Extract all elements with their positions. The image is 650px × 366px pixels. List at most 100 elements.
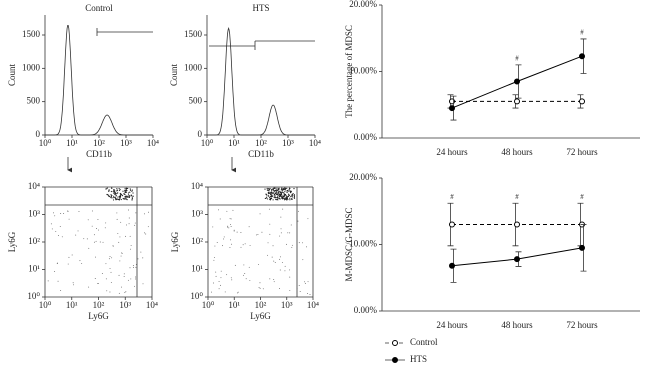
event-dot [278, 187, 280, 189]
event-dot [118, 274, 120, 276]
event-dot [128, 209, 129, 211]
event-dot [119, 194, 122, 196]
event-dot [105, 188, 107, 190]
data-point [514, 98, 520, 105]
event-dot [269, 196, 271, 198]
x-tick-label: 10⁴ [309, 138, 321, 148]
y-tick-label: 10⁴ [28, 181, 40, 191]
event-dot [131, 189, 133, 191]
event-dot [270, 194, 273, 196]
event-dot [108, 194, 110, 196]
event-dot [71, 254, 73, 256]
event-dot [60, 290, 62, 292]
event-dot [50, 223, 52, 225]
event-dot [117, 198, 120, 201]
event-dot [130, 278, 132, 280]
event-dot [132, 192, 134, 194]
y-axis-label: Count [169, 64, 179, 87]
event-dot [269, 198, 271, 200]
event-dot [228, 227, 230, 229]
event-dot [119, 260, 121, 262]
y-tick-label: 1500 [184, 29, 203, 39]
event-dot [271, 188, 273, 190]
x-tick-label: 10⁰ [202, 300, 215, 310]
event-dot [293, 196, 295, 198]
y-tick-label: 20.00% [349, 0, 377, 9]
event-dot [112, 190, 114, 193]
event-dot [268, 191, 270, 193]
event-dot [289, 190, 292, 192]
event-dot [125, 291, 127, 293]
event-dot [289, 197, 291, 199]
y-tick-label: 1500 [22, 29, 41, 39]
event-dot [269, 233, 271, 235]
event-dot [291, 244, 293, 246]
event-dot [110, 194, 112, 196]
event-dot [257, 234, 259, 236]
event-dot [223, 238, 225, 240]
event-dot [120, 198, 122, 201]
event-dot [116, 188, 118, 190]
data-point [514, 256, 520, 263]
event-dot [275, 198, 277, 201]
event-dot [148, 211, 149, 213]
event-dot [75, 234, 77, 236]
event-dot [129, 191, 131, 193]
x-tick-label: 10² [255, 300, 267, 310]
event-dot [111, 187, 113, 189]
y-tick-label: 10² [191, 236, 203, 246]
event-dot [115, 199, 117, 201]
event-dot [113, 197, 115, 199]
event-dot [118, 292, 120, 294]
annotation: # [580, 193, 584, 201]
event-dot [116, 192, 118, 195]
event-dot [123, 193, 125, 195]
event-dot [115, 193, 117, 195]
event-dot [211, 291, 212, 293]
data-point [449, 262, 455, 269]
event-dot [120, 286, 122, 288]
event-dot [245, 278, 247, 280]
event-dot [105, 222, 107, 224]
event-dot [212, 282, 214, 284]
event-dot [134, 224, 136, 226]
event-dot [281, 262, 283, 263]
event-dot [278, 194, 280, 196]
event-dot [281, 192, 283, 194]
event-dot [289, 276, 291, 278]
event-dot [129, 188, 131, 190]
event-dot [280, 189, 282, 191]
data-point [579, 53, 585, 60]
data-point [579, 244, 585, 251]
event-dot [255, 234, 257, 236]
event-dot [124, 193, 126, 196]
event-dot [57, 280, 59, 282]
histogram-trace [207, 27, 315, 136]
event-dot [285, 194, 287, 197]
event-dot [307, 218, 309, 220]
event-dot [269, 223, 271, 225]
event-dot [132, 195, 134, 197]
event-dot [289, 232, 291, 234]
event-dot [271, 193, 273, 195]
event-dot [135, 266, 137, 268]
event-dot [56, 263, 58, 264]
event-dot [95, 240, 97, 242]
event-dot [298, 242, 300, 244]
event-dot [116, 212, 118, 214]
event-dot [266, 196, 268, 198]
event-dot [290, 191, 292, 194]
event-dot [104, 227, 106, 229]
event-dot [286, 187, 288, 190]
event-dot [106, 290, 108, 292]
event-dot [215, 271, 217, 273]
event-dot [130, 245, 132, 246]
event-dot [231, 279, 233, 281]
event-dot [269, 192, 271, 194]
event-dot [286, 191, 288, 193]
event-dot [214, 245, 216, 247]
x-tick-label: 10³ [281, 300, 293, 310]
event-dot [125, 188, 127, 191]
event-dot [115, 195, 117, 197]
